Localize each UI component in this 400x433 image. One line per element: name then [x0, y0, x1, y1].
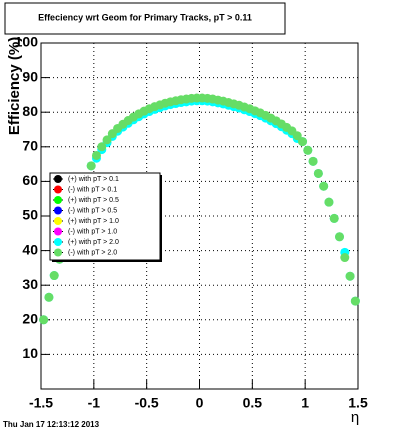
y-tick-label: 80 [22, 103, 38, 119]
legend-label: (+) with pT > 0.1 [68, 176, 119, 183]
data-point [308, 156, 318, 166]
legend-label: (-) with pT > 0.5 [68, 207, 117, 214]
data-point [102, 135, 112, 145]
data-point [335, 232, 345, 242]
data-point [39, 315, 49, 325]
y-axis-label: Efficiency (%) [6, 37, 23, 135]
data-point [298, 137, 308, 147]
x-tick-label: 1 [301, 395, 309, 411]
legend-marker [54, 217, 62, 225]
legend-label: (-) with pT > 1.0 [68, 228, 117, 235]
timestamp: Thu Jan 17 12:13:12 2013 [3, 420, 100, 429]
title-box [4, 2, 286, 35]
data-point [319, 181, 329, 191]
legend-marker [54, 196, 62, 204]
y-tick-label: 90 [22, 68, 38, 84]
data-point [340, 253, 350, 263]
legend-label: (+) with pT > 1.0 [68, 218, 119, 225]
y-tick-label: 70 [22, 138, 38, 154]
data-point [97, 142, 107, 152]
data-point [350, 296, 360, 306]
legend-marker [54, 175, 62, 183]
data-point [303, 145, 313, 155]
y-tick-label: 60 [22, 172, 38, 188]
data-point [44, 292, 54, 302]
legend-marker [54, 248, 62, 257]
legend-marker [54, 238, 62, 246]
data-point [329, 213, 339, 223]
legend-box [49, 172, 161, 261]
x-tick-label: -1 [88, 395, 101, 411]
y-tick-label: 30 [22, 276, 38, 292]
x-tick-label: 0 [196, 395, 204, 411]
legend-marker [54, 227, 62, 236]
plot-area: 10 20 30 40 50 60 70 80 90 100 -1.5 -1 -0.5 0 0.5 1 1.5 [15, 34, 368, 411]
data-point [292, 131, 302, 141]
y-tick-label: 100 [15, 34, 39, 50]
x-tick-label: 1.5 [348, 395, 368, 411]
legend: (+) with pT > 0.1 (-) with pT > 0.1 (+) wi… [49, 172, 162, 262]
x-tick-label: -1.5 [29, 395, 53, 411]
data-point [345, 271, 355, 281]
legend-marker [54, 206, 62, 215]
legend-label: (+) with pT > 2.0 [68, 239, 119, 246]
y-tick-label: 50 [22, 207, 38, 223]
data-point [49, 271, 59, 281]
data-point [324, 197, 334, 207]
data-point [91, 150, 101, 160]
legend-label: (+) with pT > 0.5 [68, 197, 119, 204]
x-axis-label: η [351, 409, 359, 426]
legend-label: (-) with pT > 2.0 [68, 249, 117, 256]
x-tick-label: 0.5 [243, 395, 263, 411]
data-point [313, 168, 323, 178]
data-point [86, 161, 96, 171]
y-tick-label: 10 [22, 345, 38, 361]
y-tick-label: 40 [22, 241, 38, 257]
chart-title: Effeciency wrt Geom for Primary Tracks, … [38, 12, 252, 22]
legend-label: (-) with pT > 0.1 [68, 186, 117, 193]
legend-marker [54, 185, 62, 194]
y-tick-label: 20 [22, 311, 38, 327]
x-tick-label: -0.5 [135, 395, 159, 411]
